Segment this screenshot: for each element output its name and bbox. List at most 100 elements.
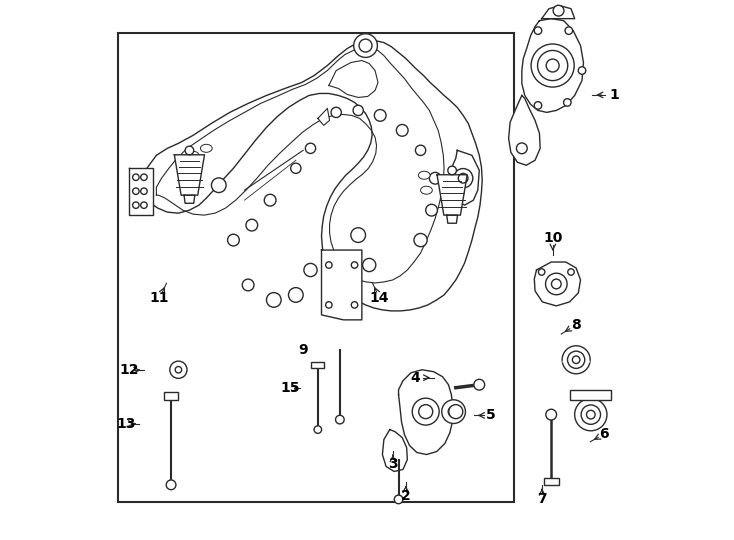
Circle shape: [185, 146, 194, 155]
Circle shape: [474, 379, 484, 390]
Polygon shape: [437, 175, 468, 215]
Circle shape: [454, 168, 473, 188]
Circle shape: [170, 361, 187, 379]
Circle shape: [133, 188, 139, 194]
Circle shape: [545, 273, 567, 295]
Polygon shape: [562, 357, 590, 362]
Polygon shape: [184, 195, 195, 203]
Circle shape: [568, 269, 574, 275]
Circle shape: [314, 426, 321, 434]
Polygon shape: [509, 96, 540, 165]
Circle shape: [565, 27, 573, 35]
Circle shape: [442, 400, 465, 423]
Circle shape: [553, 5, 564, 16]
Polygon shape: [128, 168, 153, 215]
Circle shape: [133, 202, 139, 208]
Circle shape: [242, 279, 254, 291]
Circle shape: [288, 288, 303, 302]
Circle shape: [537, 50, 567, 80]
Polygon shape: [175, 155, 205, 195]
Text: 6: 6: [599, 427, 608, 441]
Text: 13: 13: [116, 416, 135, 430]
Polygon shape: [542, 6, 575, 19]
Ellipse shape: [418, 171, 430, 179]
Text: 2: 2: [401, 489, 410, 503]
Bar: [544, 478, 559, 485]
Circle shape: [534, 27, 542, 35]
Circle shape: [546, 59, 559, 72]
Circle shape: [374, 110, 386, 122]
Circle shape: [413, 398, 439, 425]
Circle shape: [429, 172, 441, 184]
Circle shape: [326, 262, 332, 268]
Circle shape: [396, 125, 408, 136]
Circle shape: [141, 188, 147, 194]
Circle shape: [546, 409, 556, 420]
Circle shape: [326, 302, 332, 308]
Circle shape: [133, 174, 139, 180]
Bar: [570, 390, 611, 400]
Polygon shape: [138, 40, 482, 311]
Circle shape: [228, 234, 239, 246]
Circle shape: [575, 399, 607, 431]
Circle shape: [564, 99, 571, 106]
Circle shape: [539, 269, 545, 275]
Polygon shape: [450, 150, 479, 205]
Circle shape: [426, 204, 437, 216]
Circle shape: [394, 495, 403, 504]
Text: 5: 5: [486, 408, 495, 422]
Circle shape: [586, 410, 595, 419]
Circle shape: [304, 264, 317, 276]
Circle shape: [211, 178, 226, 193]
Circle shape: [531, 44, 574, 87]
Circle shape: [448, 166, 457, 175]
Circle shape: [567, 351, 585, 368]
Polygon shape: [522, 19, 584, 112]
Circle shape: [534, 102, 542, 109]
Circle shape: [418, 404, 433, 418]
Circle shape: [352, 302, 357, 308]
Circle shape: [354, 33, 377, 57]
Polygon shape: [534, 262, 581, 306]
Polygon shape: [382, 430, 407, 471]
Text: 9: 9: [299, 343, 308, 357]
Circle shape: [458, 173, 468, 183]
Text: 4: 4: [410, 371, 421, 384]
Circle shape: [551, 279, 562, 289]
Circle shape: [305, 143, 316, 153]
Circle shape: [291, 163, 301, 173]
Circle shape: [141, 202, 147, 208]
Text: 11: 11: [150, 291, 170, 305]
Text: 14: 14: [370, 291, 389, 305]
Circle shape: [353, 105, 363, 116]
Ellipse shape: [200, 144, 212, 152]
Text: 3: 3: [388, 457, 398, 471]
Text: 1: 1: [610, 88, 619, 102]
Polygon shape: [447, 215, 457, 223]
Polygon shape: [318, 109, 330, 125]
Circle shape: [415, 145, 426, 156]
Text: 12: 12: [119, 363, 139, 377]
Circle shape: [352, 262, 357, 268]
Circle shape: [363, 259, 376, 272]
Ellipse shape: [187, 151, 199, 159]
Text: 10: 10: [543, 231, 562, 245]
Circle shape: [562, 346, 590, 374]
Polygon shape: [321, 250, 362, 320]
Circle shape: [581, 405, 600, 424]
Circle shape: [578, 67, 586, 75]
Circle shape: [573, 356, 580, 363]
Circle shape: [166, 480, 176, 490]
Text: 7: 7: [537, 492, 547, 506]
Circle shape: [448, 406, 459, 417]
Polygon shape: [329, 60, 378, 97]
Circle shape: [414, 233, 427, 247]
Circle shape: [351, 228, 366, 242]
Text: 15: 15: [281, 381, 300, 395]
Circle shape: [246, 219, 258, 231]
Circle shape: [517, 143, 527, 154]
Ellipse shape: [421, 186, 432, 194]
Circle shape: [175, 367, 181, 373]
Text: 8: 8: [571, 318, 581, 332]
Polygon shape: [399, 370, 453, 455]
